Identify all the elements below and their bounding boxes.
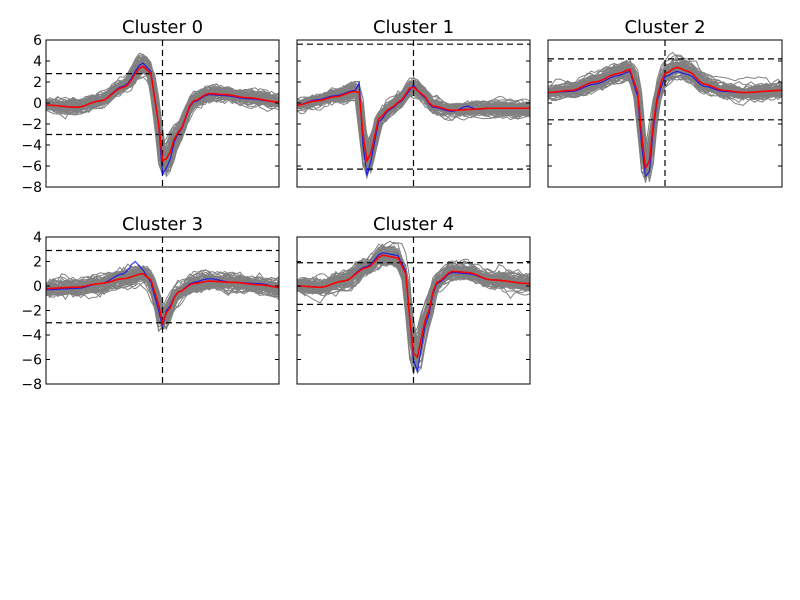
y-axis-ticks — [297, 236, 530, 385]
overlay-group — [297, 237, 530, 384]
y-axis-ticks — [548, 39, 782, 188]
axes-frame — [45, 39, 280, 188]
axes-frame — [296, 39, 531, 188]
panel-cluster-3: Cluster 3 −8 −6 −4 −2 0 2 4 — [21, 214, 280, 393]
y-tick-label: 0 — [33, 96, 42, 112]
panel-title: Cluster 0 — [122, 17, 203, 38]
y-tick-label: 4 — [33, 230, 42, 246]
mean-waveform — [46, 272, 279, 326]
axes-frame — [547, 39, 783, 188]
panel-cluster-1: Cluster 1 — [296, 17, 531, 188]
mean-waveform — [297, 254, 530, 359]
panel-cluster-2: Cluster 2 — [547, 17, 783, 188]
overlay-group — [548, 40, 782, 187]
y-tick-label: −6 — [21, 353, 42, 369]
y-tick-label: −6 — [21, 159, 42, 175]
waveform-trace — [46, 265, 279, 318]
y-axis-ticks — [297, 39, 530, 188]
mean-waveform — [297, 86, 530, 164]
mean-waveform — [548, 66, 782, 171]
overlay-group — [46, 237, 279, 384]
y-tick-label: 0 — [33, 279, 42, 295]
overlay-group — [46, 40, 279, 187]
y-tick-label: −2 — [21, 304, 42, 320]
panel-title: Cluster 1 — [373, 17, 454, 38]
waveform-trace — [46, 273, 279, 315]
y-tick-label: 2 — [33, 255, 42, 271]
waveform-trace — [548, 58, 782, 167]
y-tick-label: 4 — [33, 54, 42, 70]
y-tick-label: −4 — [21, 138, 42, 154]
y-tick-label: 2 — [33, 75, 42, 91]
panel-cluster-0: Cluster 0 −8 −6 −4 −2 0 2 4 6 — [21, 17, 280, 196]
panel-title: Cluster 4 — [373, 214, 454, 235]
waveform-trace — [297, 253, 530, 357]
y-tick-label: −8 — [21, 180, 42, 196]
mean-waveform — [46, 65, 279, 163]
y-tick-label: −2 — [21, 117, 42, 133]
y-tick-label: −8 — [21, 377, 42, 393]
y-axis-ticks: −8 −6 −4 −2 0 2 4 — [21, 230, 279, 393]
y-tick-label: −4 — [21, 328, 42, 344]
y-tick-label: 6 — [33, 33, 42, 49]
y-axis-ticks: −8 −6 −4 −2 0 2 4 6 — [21, 33, 279, 196]
panel-title: Cluster 2 — [624, 17, 705, 38]
overlay-group — [297, 40, 530, 187]
panel-title: Cluster 3 — [122, 214, 203, 235]
panel-cluster-4: Cluster 4 — [296, 214, 531, 385]
